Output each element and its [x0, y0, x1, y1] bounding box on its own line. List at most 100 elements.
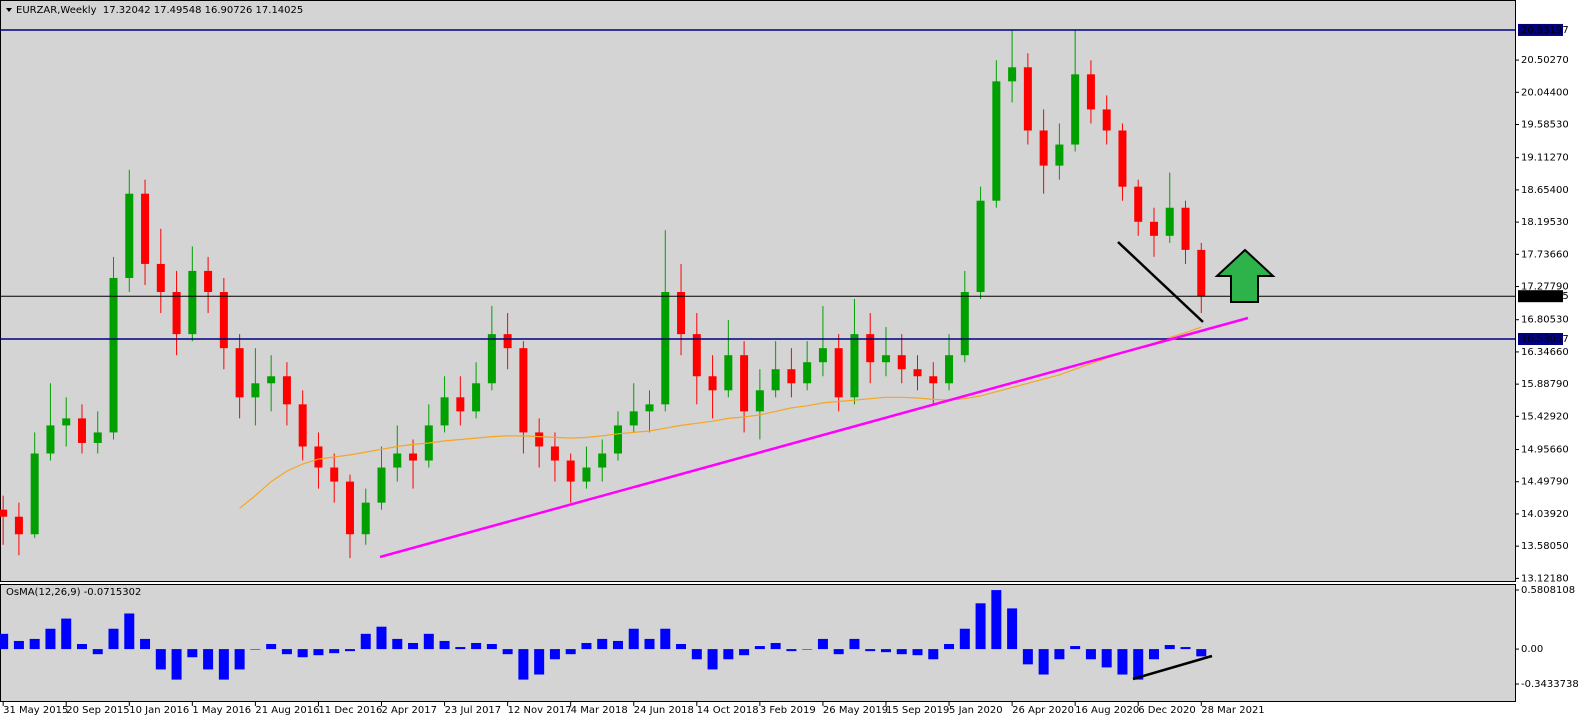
- candle-body: [440, 397, 449, 426]
- osma-bar: [376, 626, 387, 650]
- osma-bar: [628, 628, 639, 650]
- osma-bar: [439, 640, 450, 650]
- x-tick-label: 21 Aug 2016: [255, 705, 319, 716]
- osma-bar: [1148, 649, 1159, 660]
- osma-bar: [423, 633, 434, 650]
- candle-body: [1039, 130, 1048, 166]
- level-label-box: [1518, 23, 1563, 36]
- osma-bar: [928, 649, 939, 660]
- candle-body: [267, 376, 276, 384]
- candle-body: [550, 446, 559, 461]
- y-tick-label: 13.12180: [1521, 573, 1569, 584]
- x-tick-label: 20 Sep 2015: [66, 705, 129, 716]
- osma-bar: [250, 649, 261, 650]
- candle-body: [1118, 130, 1127, 187]
- candle-body: [787, 369, 796, 384]
- candle-body: [661, 292, 670, 405]
- candle-body: [172, 292, 181, 335]
- x-tick-label: 15 Sep 2019: [886, 705, 949, 716]
- candle-body: [282, 376, 291, 405]
- osma-bar: [92, 649, 103, 655]
- x-tick-label: 26 May 2019: [823, 705, 888, 716]
- level-label: 20.93197: [1521, 25, 1569, 36]
- trend-line: [379, 316, 1249, 559]
- osma-bar: [581, 642, 592, 650]
- osma-bar: [1101, 649, 1112, 668]
- osma-bar: [612, 640, 623, 650]
- osma-bar: [502, 649, 513, 655]
- menu-triangle: [6, 8, 12, 12]
- candle-body: [818, 348, 827, 363]
- x-tick-label: 11 Dec 2016: [318, 705, 382, 716]
- level-label: 16.53057: [1521, 334, 1569, 345]
- y-tick-label: 14.03920: [1521, 509, 1569, 520]
- osma-bar: [865, 649, 876, 652]
- x-tick-label: 16 Aug 2020: [1075, 705, 1139, 716]
- osma-bar: [739, 649, 750, 656]
- osma-bar: [218, 649, 229, 680]
- candle-body: [298, 404, 307, 447]
- x-tick-label: 10 Jan 2016: [129, 705, 189, 716]
- y-tick-label: 17.27790: [1521, 282, 1569, 293]
- osma-bar: [0, 633, 9, 650]
- candle-body: [1197, 249, 1206, 297]
- osma-bar: [408, 642, 419, 650]
- osma-bar: [691, 649, 702, 660]
- candle-body: [377, 467, 386, 503]
- osma-bar: [597, 638, 608, 650]
- osma-bar: [817, 638, 828, 650]
- osma-bar: [1117, 649, 1128, 675]
- osma-bar: [991, 590, 1002, 650]
- candle-body: [1102, 109, 1111, 131]
- candle-body: [629, 411, 638, 426]
- candle-body: [724, 355, 733, 391]
- osma-panel: [0, 584, 1516, 702]
- osma-bar: [707, 649, 718, 670]
- osma-bar: [471, 642, 482, 650]
- candle-body: [109, 277, 118, 433]
- candle-body: [345, 481, 354, 535]
- osma-bar: [1007, 608, 1018, 650]
- y-tick-label: 15.88790: [1521, 379, 1569, 390]
- candle-body: [897, 355, 906, 370]
- osma-bar: [486, 644, 497, 650]
- divergence-line: [1117, 241, 1204, 323]
- y-tick-label: 20.04400: [1521, 87, 1569, 98]
- y-tick-label: 20.50270: [1521, 55, 1569, 66]
- osma-bar: [849, 638, 860, 650]
- y-tick-label: 14.49790: [1521, 477, 1569, 488]
- level-label-box: [1518, 290, 1563, 303]
- osma-bar: [912, 649, 923, 656]
- candle-body: [566, 460, 575, 482]
- osma-bar: [676, 644, 687, 650]
- candle-body: [30, 453, 39, 535]
- y-tick-label: 0.00: [1521, 644, 1543, 655]
- osma-bar: [1133, 649, 1144, 680]
- candle-body: [677, 292, 686, 335]
- candle-body: [755, 390, 764, 412]
- y-tick-label: 18.65400: [1521, 185, 1569, 196]
- osma-bar: [29, 638, 40, 650]
- candle-body: [503, 334, 512, 349]
- candle-body: [598, 453, 607, 468]
- osma-bar: [1164, 645, 1175, 650]
- candle-body: [1149, 221, 1158, 236]
- osma-bar: [155, 649, 166, 670]
- osma-bar: [203, 649, 214, 670]
- candle-body: [188, 270, 197, 335]
- candle-body: [472, 383, 481, 412]
- osma-bar: [786, 649, 797, 652]
- osma-bar: [1196, 649, 1207, 657]
- y-tick-label: 14.95660: [1521, 445, 1569, 456]
- osma-bar: [76, 644, 87, 650]
- moving-average: [239, 326, 1202, 509]
- x-tick-label: 26 Apr 2020: [1012, 705, 1074, 716]
- candle-body: [62, 418, 71, 426]
- main-panel: [0, 0, 1516, 582]
- osma-bar: [1038, 649, 1049, 675]
- osma-bar: [833, 649, 844, 655]
- y-tick-label: 16.80530: [1521, 315, 1569, 326]
- candle-body: [1086, 74, 1095, 110]
- x-tick-label: 23 Jul 2017: [445, 705, 502, 716]
- osma-bar: [360, 633, 371, 650]
